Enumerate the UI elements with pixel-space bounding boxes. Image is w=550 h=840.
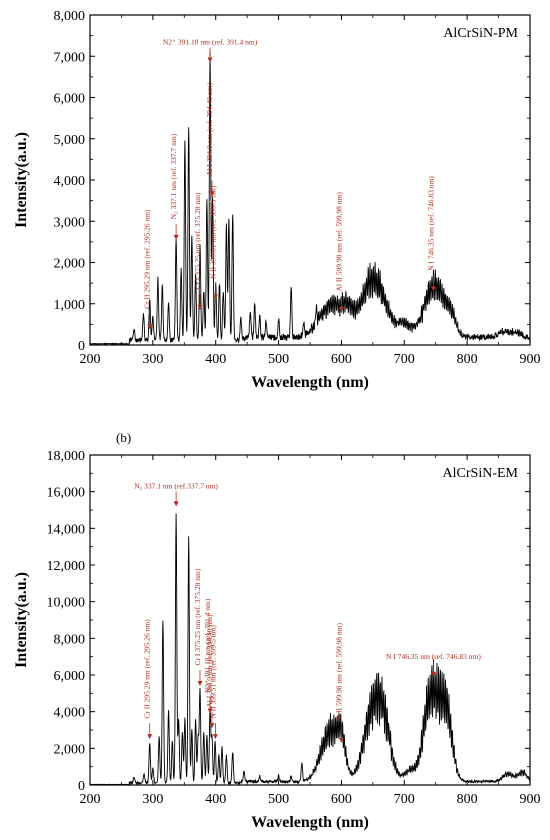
peak-annotation: N2⁺ 391.18 nm (ref. 391.4 nm) xyxy=(163,37,258,63)
annotation-arrow-head xyxy=(212,294,218,300)
x-tick-label: 700 xyxy=(394,792,415,807)
peak-annotation: N II 399.51 nm (ref. 399.5 nm) xyxy=(208,625,218,740)
y-tick-label: 8,000 xyxy=(54,9,86,24)
y-tick-label: 10,000 xyxy=(47,596,86,611)
peak-annotation: Al I 394.0 nm (ref. 394.40 nm) xyxy=(205,614,215,729)
annotation-label: N II 399.51 nm (ref. 399.5 nm) xyxy=(208,185,217,279)
peak-annotation: N2⁺ 391.18 nm (ref. 391.4 nm) xyxy=(203,598,213,714)
x-axis-label: Wavelength (nm) xyxy=(251,814,369,831)
y-tick-label: 6,000 xyxy=(54,92,86,107)
y-tick-label: 12,000 xyxy=(47,559,86,574)
annotation-label: Al I 394.0 nm (ref. 394.40 nm) xyxy=(205,614,214,708)
x-tick-label: 800 xyxy=(457,352,478,367)
x-tick-label: 800 xyxy=(457,792,478,807)
y-axis-label: Intensity(a.u.) xyxy=(13,572,30,668)
x-tick-label: 400 xyxy=(205,792,226,807)
annotation-arrow-head xyxy=(147,734,153,740)
y-tick-label: 18,000 xyxy=(47,449,86,464)
x-tick-label: 900 xyxy=(520,792,541,807)
annotation-arrow-head xyxy=(197,304,203,310)
annotation-arrow-head xyxy=(209,191,215,197)
peak-annotation: Al II 599.98 nm (ref. 599.98 nm) xyxy=(334,622,344,743)
annotation-label: Cr II 295.29 nm (ref. 295.26 nm) xyxy=(143,209,152,309)
x-tick-label: 500 xyxy=(268,792,289,807)
annotation-arrow-head xyxy=(430,671,436,677)
x-tick-label: 200 xyxy=(80,792,101,807)
annotation-label: Cr I 375.25 nm (ref. 375.28 nm) xyxy=(193,568,202,665)
y-tick-label: 7,000 xyxy=(54,50,86,65)
legend-label: AlCrSiN-PM xyxy=(443,26,518,41)
y-tick-label: 6,000 xyxy=(54,669,86,684)
annotation-arrow-head xyxy=(207,57,213,63)
chart-panel-1: 200 300 400 500 600 700 800 900 0 1,000 2,000 3,000… xyxy=(13,9,541,391)
y-tick-label: 4,000 xyxy=(54,706,86,721)
y-tick-label: 14,000 xyxy=(47,522,86,537)
plot-frame xyxy=(89,14,531,346)
annotation-label: Al II 599.98 nm (ref. 599.98 nm) xyxy=(334,622,343,722)
peak-annotation: N₂ 337.1 nm (ref.337.7 nm) xyxy=(134,481,218,507)
x-tick-label: 300 xyxy=(142,352,163,367)
y-axis-label: Intensity(a.u.) xyxy=(13,132,30,228)
y-tick-label: 0 xyxy=(78,779,85,794)
y-tick-label: 5,000 xyxy=(54,133,86,148)
y-tick-label: 2,000 xyxy=(54,257,86,272)
annotation-arrow-head xyxy=(212,734,218,740)
x-axis-label: Wavelength (nm) xyxy=(251,374,369,391)
annotation-arrow-head xyxy=(209,723,215,729)
y-tick-label: 1,000 xyxy=(54,298,86,313)
peak-annotation: N I 746.35 nm (ref. 746.83 nm) xyxy=(386,652,481,677)
peak-annotation: Cr II 295.29 nm (ref. 295.26 nm) xyxy=(143,209,153,330)
plot-frame xyxy=(89,454,531,786)
annotation-arrow-head xyxy=(207,708,213,714)
x-tick-label: 900 xyxy=(520,352,541,367)
annotation-label: N I 746.35 nm (ref. 746.83 nm) xyxy=(386,652,481,661)
peak-annotation: Al I 394.0 nm (ref. 394.40 nm) xyxy=(205,82,215,197)
peak-annotation: Cr I 375.25 nm (ref. 375.28 nm) xyxy=(193,192,203,310)
y-tick-label: 4,000 xyxy=(54,174,86,189)
annotation-arrow-head xyxy=(147,324,153,330)
peak-annotation: Al II 599.98 nm (ref. 599.98 nm) xyxy=(334,192,344,312)
annotation-label: Al I 394.0 nm (ref. 394.40 nm) xyxy=(205,82,214,176)
x-tick-label: 400 xyxy=(205,352,226,367)
annotation-label: Al II 599.98 nm (ref. 599.98 nm) xyxy=(334,192,343,292)
annotation-label: N2⁺ 391.18 nm (ref. 391.4 nm) xyxy=(163,37,258,46)
annotation-label: N₂ 337.1 nm (ref. 337.7 nm) xyxy=(169,133,178,219)
spectrum-line xyxy=(89,513,531,787)
legend-label: AlCrSiN-EM xyxy=(443,466,519,481)
spectrum-line xyxy=(89,51,531,346)
chart-panel-2: 200 300 400 500 600 700 800 900 0 2,000 4,000 6,000… xyxy=(13,449,541,831)
annotation-label: N I 746.35 nm (ref. 746.83 nm) xyxy=(426,176,435,271)
x-tick-label: 300 xyxy=(142,792,163,807)
y-tick-label: 16,000 xyxy=(47,486,86,501)
annotation-label: Cr I 375.25 nm (ref. 375.28 nm) xyxy=(193,192,202,289)
annotation-arrow-head xyxy=(173,234,179,240)
y-tick-label: 8,000 xyxy=(54,632,86,647)
annotation-arrow-head xyxy=(430,286,436,292)
peak-annotation: N II 399.51 nm (ref. 399.5 nm) xyxy=(208,185,218,300)
peak-annotation: N I 746.35 nm (ref. 746.83 nm) xyxy=(426,176,436,292)
y-tick-label: 2,000 xyxy=(54,742,86,757)
x-tick-label: 200 xyxy=(80,352,101,367)
annotation-arrow-head xyxy=(173,501,179,507)
peak-annotation: N₂ 337.1 nm (ref. 337.7 nm) xyxy=(169,133,179,240)
x-tick-label: 700 xyxy=(394,352,415,367)
y-tick-label: 3,000 xyxy=(54,215,86,230)
y-tick-label: 0 xyxy=(78,339,85,354)
panel-b-label: (b) xyxy=(116,430,131,445)
x-tick-label: 600 xyxy=(331,792,352,807)
peak-annotation: Cr II 295.29 nm (ref. 295.26 nm) xyxy=(143,619,153,740)
annotation-label: N II 399.51 nm (ref. 399.5 nm) xyxy=(208,625,217,719)
annotation-arrow-head xyxy=(338,737,344,743)
annotation-label: N2⁺ 391.18 nm (ref. 391.4 nm) xyxy=(203,598,212,693)
annotation-arrow-head xyxy=(197,681,203,686)
annotation-label: N₂ 337.1 nm (ref.337.7 nm) xyxy=(134,481,218,490)
x-tick-label: 600 xyxy=(331,352,352,367)
annotation-arrow-head xyxy=(338,307,344,312)
x-tick-label: 500 xyxy=(268,352,289,367)
peak-annotation: Cr I 375.25 nm (ref. 375.28 nm) xyxy=(193,568,203,686)
annotation-label: Cr II 295.29 nm (ref. 295.26 nm) xyxy=(143,619,152,719)
